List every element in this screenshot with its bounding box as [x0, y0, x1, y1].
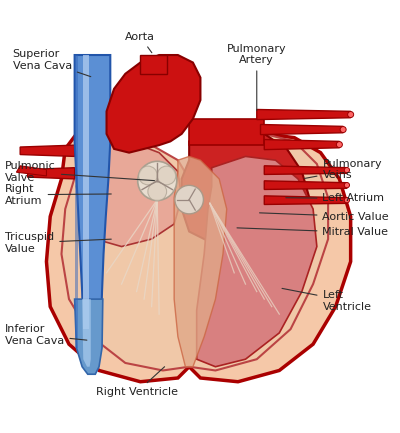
- Text: Inferior
Vena Cava: Inferior Vena Cava: [5, 324, 87, 346]
- Text: Right
Atrium: Right Atrium: [5, 184, 111, 206]
- Circle shape: [344, 197, 350, 203]
- Polygon shape: [182, 130, 309, 246]
- Polygon shape: [46, 130, 351, 382]
- Text: Pulmonary
Artery: Pulmonary Artery: [227, 44, 286, 110]
- Text: Pulmonary
Veins: Pulmonary Veins: [304, 159, 382, 181]
- Circle shape: [148, 182, 167, 201]
- Text: Mitral Value: Mitral Value: [237, 227, 388, 237]
- Polygon shape: [264, 181, 347, 190]
- Polygon shape: [264, 139, 339, 150]
- Text: Tricuspid
Value: Tricuspid Value: [5, 232, 111, 254]
- Circle shape: [138, 166, 157, 185]
- Text: Left
Ventricle: Left Ventricle: [282, 288, 372, 312]
- Polygon shape: [76, 142, 182, 246]
- Text: Left Atrium: Left Atrium: [286, 194, 384, 204]
- Polygon shape: [75, 55, 78, 348]
- Text: Superior
Vena Cava: Superior Vena Cava: [13, 49, 91, 77]
- Text: Aorta: Aorta: [125, 32, 155, 53]
- Circle shape: [336, 142, 342, 148]
- Polygon shape: [264, 166, 347, 174]
- Polygon shape: [16, 166, 46, 176]
- Polygon shape: [82, 299, 91, 367]
- Polygon shape: [264, 196, 347, 204]
- Circle shape: [344, 183, 350, 188]
- Polygon shape: [20, 145, 75, 156]
- Polygon shape: [75, 55, 110, 348]
- Polygon shape: [28, 168, 75, 179]
- Circle shape: [157, 166, 176, 185]
- Circle shape: [175, 185, 204, 214]
- Text: Pulmonic
Valve: Pulmonic Valve: [5, 162, 154, 183]
- Circle shape: [348, 112, 354, 117]
- Polygon shape: [75, 299, 103, 374]
- Polygon shape: [189, 119, 264, 145]
- Polygon shape: [62, 134, 328, 371]
- Circle shape: [138, 162, 177, 200]
- Polygon shape: [106, 55, 200, 153]
- Bar: [140, 55, 167, 74]
- Polygon shape: [197, 156, 317, 367]
- Polygon shape: [257, 110, 351, 120]
- Text: Aortic Value: Aortic Value: [260, 211, 389, 222]
- Circle shape: [344, 168, 350, 173]
- Polygon shape: [83, 55, 88, 329]
- Polygon shape: [174, 156, 227, 367]
- Text: Right Ventricle: Right Ventricle: [96, 367, 178, 397]
- Circle shape: [340, 126, 346, 132]
- Polygon shape: [260, 125, 343, 135]
